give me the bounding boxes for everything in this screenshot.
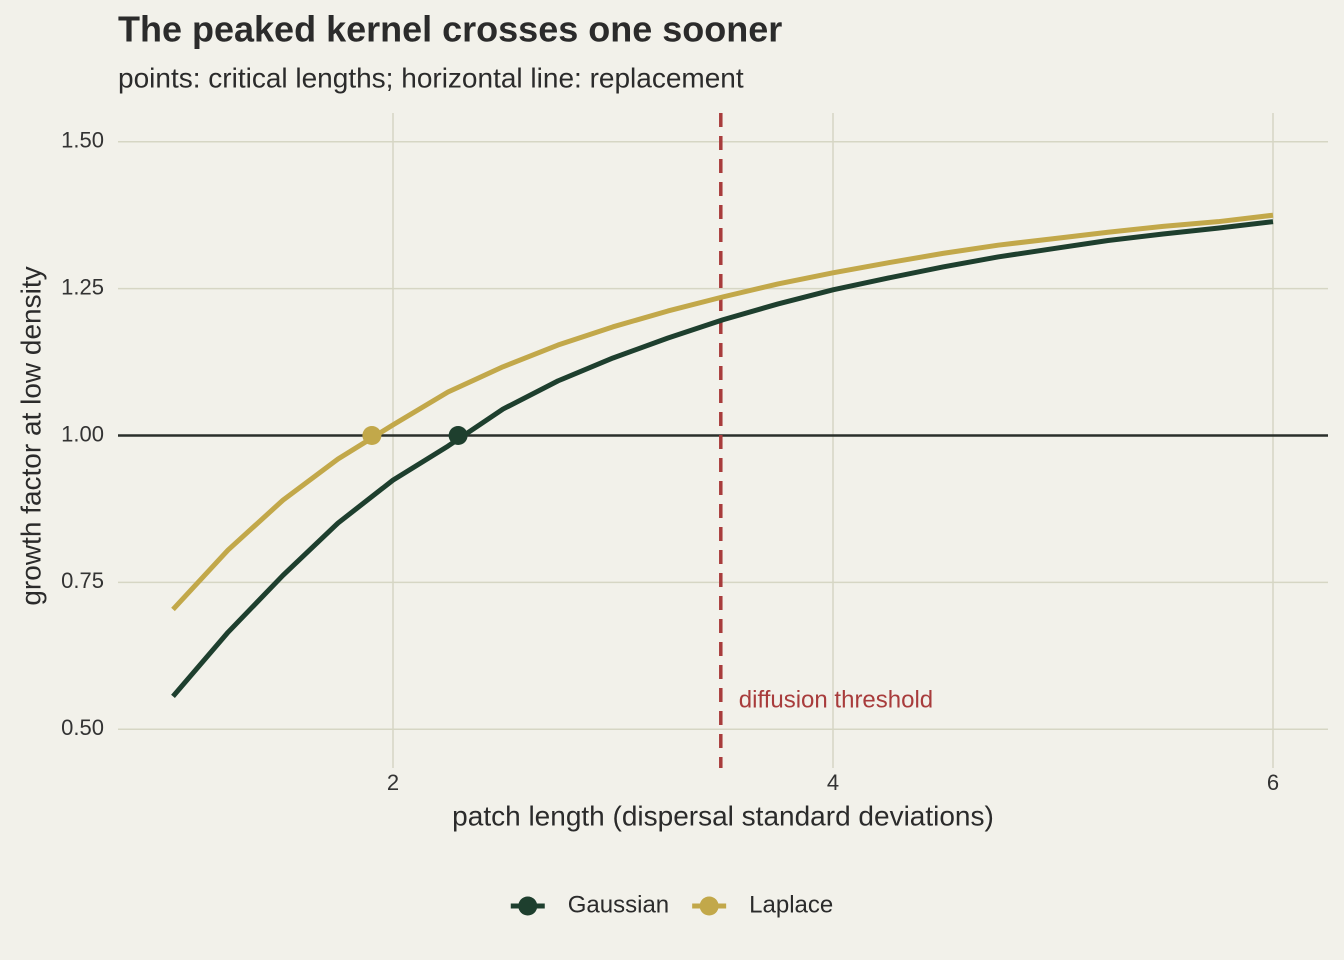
y-tick-label: 0.50: [61, 715, 104, 740]
threshold-label: diffusion threshold: [739, 686, 933, 713]
chart-subtitle: points: critical lengths; horizontal lin…: [118, 62, 744, 93]
series-line: [171, 212, 1274, 612]
legend-item: Laplace: [692, 891, 833, 918]
series-line: [171, 219, 1274, 698]
x-tick-label: 2: [387, 770, 399, 795]
y-tick-label: 1.25: [61, 274, 104, 299]
x-tick-label: 6: [1267, 770, 1279, 795]
chart-title: The peaked kernel crosses one sooner: [118, 9, 782, 50]
legend-label: Laplace: [749, 891, 833, 918]
y-tick-label: 1.00: [61, 421, 104, 446]
x-axis-title: patch length (dispersal standard deviati…: [452, 800, 994, 831]
plot-area: diffusion threshold: [118, 113, 1328, 768]
y-axis-title: growth factor at low density: [15, 266, 46, 605]
critical-point: [362, 426, 382, 446]
legend-swatch-point: [518, 896, 538, 916]
y-tick-label: 0.75: [61, 568, 104, 593]
legend-item: Gaussian: [510, 891, 669, 918]
x-tick-label: 4: [827, 770, 839, 795]
legend: Gaussian Laplace: [510, 891, 833, 918]
y-tick-label: 1.50: [61, 128, 104, 153]
legend-swatch-point: [699, 896, 719, 916]
legend-label: Gaussian: [568, 891, 669, 918]
critical-point: [448, 426, 468, 446]
